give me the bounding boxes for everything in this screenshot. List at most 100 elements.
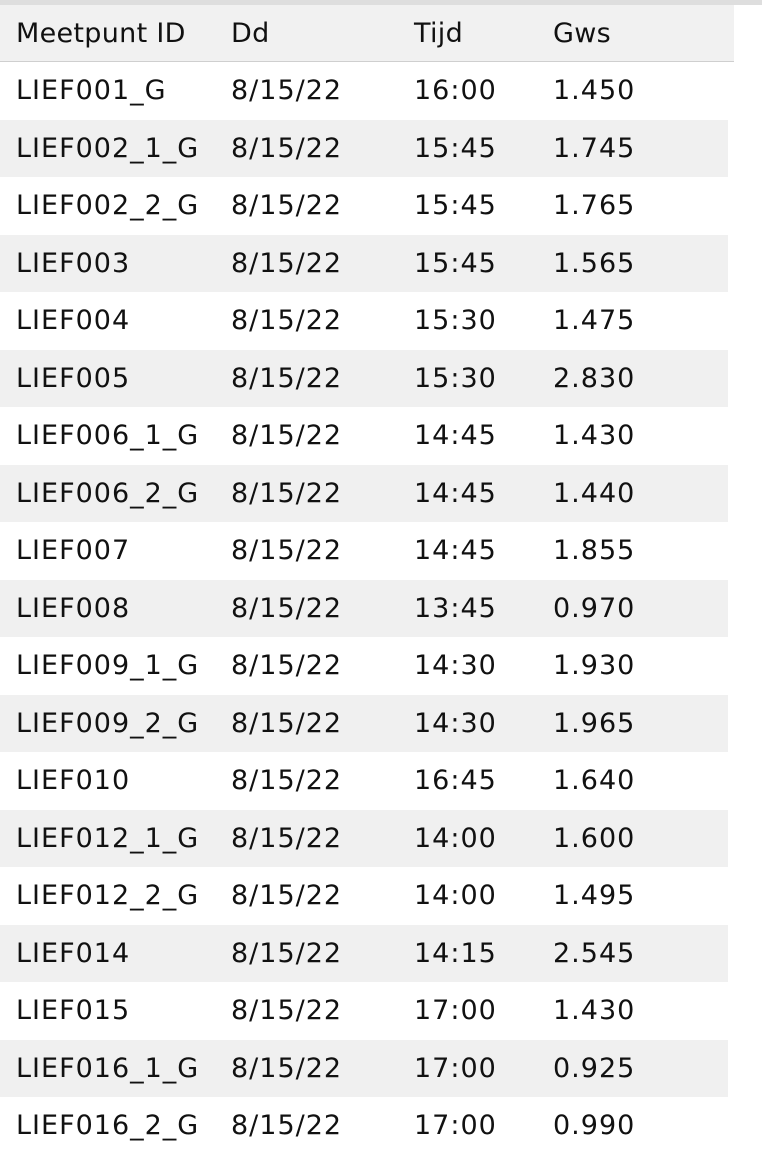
cell-meetpunt-id[interactable]: LIEF006_2_G: [16, 477, 200, 509]
table-row[interactable]: LIEF008 8/15/22 13:45 0.970: [0, 579, 728, 637]
cell-tijd[interactable]: 14:00: [414, 880, 497, 912]
cell-meetpunt-id[interactable]: LIEF009_2_G: [16, 707, 200, 739]
cell-tijd[interactable]: 17:00: [414, 1052, 497, 1084]
cell-dd[interactable]: 8/15/22: [231, 937, 343, 969]
cell-gws[interactable]: 1.565: [553, 247, 636, 279]
cell-tijd[interactable]: 14:00: [414, 822, 497, 854]
cell-tijd[interactable]: 14:45: [414, 535, 497, 567]
cell-dd[interactable]: 8/15/22: [231, 362, 343, 394]
cell-gws[interactable]: 1.745: [553, 132, 636, 164]
cell-dd[interactable]: 8/15/22: [231, 247, 343, 279]
table-row[interactable]: LIEF003 8/15/22 15:45 1.565: [0, 234, 728, 292]
cell-meetpunt-id[interactable]: LIEF016_1_G: [16, 1052, 200, 1084]
cell-tijd[interactable]: 15:30: [414, 362, 497, 394]
cell-tijd[interactable]: 17:00: [414, 995, 497, 1027]
cell-gws[interactable]: 1.475: [553, 305, 636, 337]
cell-meetpunt-id[interactable]: LIEF008: [16, 592, 131, 624]
cell-gws[interactable]: 1.765: [553, 190, 636, 222]
table-row[interactable]: LIEF009_1_G 8/15/22 14:30 1.930: [0, 637, 728, 695]
cell-tijd[interactable]: 14:45: [414, 477, 497, 509]
cell-tijd[interactable]: 15:30: [414, 305, 497, 337]
cell-dd[interactable]: 8/15/22: [231, 1110, 343, 1142]
table-row[interactable]: LIEF010 8/15/22 16:45 1.640: [0, 752, 728, 810]
table-row[interactable]: LIEF016_2_G 8/15/22 17:00 0.990: [0, 1097, 728, 1155]
cell-gws[interactable]: 0.990: [553, 1110, 636, 1142]
table-row[interactable]: LIEF005 8/15/22 15:30 2.830: [0, 349, 728, 407]
cell-meetpunt-id[interactable]: LIEF005: [16, 362, 131, 394]
cell-dd[interactable]: 8/15/22: [231, 1052, 343, 1084]
table-header: Meetpunt ID Dd Tijd Gws: [0, 5, 734, 62]
cell-tijd[interactable]: 17:00: [414, 1110, 497, 1142]
cell-dd[interactable]: 8/15/22: [231, 477, 343, 509]
cell-gws[interactable]: 0.925: [553, 1052, 636, 1084]
cell-gws[interactable]: 1.430: [553, 995, 636, 1027]
table-row[interactable]: LIEF016_1_G 8/15/22 17:00 0.925: [0, 1039, 728, 1097]
cell-dd[interactable]: 8/15/22: [231, 880, 343, 912]
table-row[interactable]: LIEF009_2_G 8/15/22 14:30 1.965: [0, 694, 728, 752]
column-header-tijd[interactable]: Tijd: [414, 17, 464, 49]
cell-gws[interactable]: 2.545: [553, 937, 636, 969]
cell-gws[interactable]: 1.495: [553, 880, 636, 912]
cell-meetpunt-id[interactable]: LIEF012_1_G: [16, 822, 200, 854]
cell-meetpunt-id[interactable]: LIEF009_1_G: [16, 650, 200, 682]
cell-meetpunt-id[interactable]: LIEF001_G: [16, 75, 167, 107]
cell-meetpunt-id[interactable]: LIEF010: [16, 765, 131, 797]
cell-meetpunt-id[interactable]: LIEF002_2_G: [16, 190, 200, 222]
cell-gws[interactable]: 1.855: [553, 535, 636, 567]
cell-dd[interactable]: 8/15/22: [231, 822, 343, 854]
cell-dd[interactable]: 8/15/22: [231, 650, 343, 682]
cell-meetpunt-id[interactable]: LIEF002_1_G: [16, 132, 200, 164]
cell-tijd[interactable]: 14:15: [414, 937, 497, 969]
cell-dd[interactable]: 8/15/22: [231, 707, 343, 739]
cell-meetpunt-id[interactable]: LIEF007: [16, 535, 131, 567]
cell-gws[interactable]: 1.430: [553, 420, 636, 452]
cell-dd[interactable]: 8/15/22: [231, 995, 343, 1027]
cell-dd[interactable]: 8/15/22: [231, 305, 343, 337]
cell-gws[interactable]: 2.830: [553, 362, 636, 394]
cell-tijd[interactable]: 14:45: [414, 420, 497, 452]
table-row[interactable]: LIEF014 8/15/22 14:15 2.545: [0, 924, 728, 982]
table-row[interactable]: LIEF001_G 8/15/22 16:00 1.450: [0, 62, 728, 120]
cell-tijd[interactable]: 14:30: [414, 650, 497, 682]
table-row[interactable]: LIEF015 8/15/22 17:00 1.430: [0, 982, 728, 1040]
cell-dd[interactable]: 8/15/22: [231, 75, 343, 107]
table-row[interactable]: LIEF012_1_G 8/15/22 14:00 1.600: [0, 809, 728, 867]
cell-tijd[interactable]: 15:45: [414, 247, 497, 279]
cell-dd[interactable]: 8/15/22: [231, 765, 343, 797]
cell-meetpunt-id[interactable]: LIEF016_2_G: [16, 1110, 200, 1142]
cell-dd[interactable]: 8/15/22: [231, 535, 343, 567]
cell-tijd[interactable]: 16:45: [414, 765, 497, 797]
cell-dd[interactable]: 8/15/22: [231, 132, 343, 164]
table-row[interactable]: LIEF002_1_G 8/15/22 15:45 1.745: [0, 119, 728, 177]
cell-meetpunt-id[interactable]: LIEF015: [16, 995, 131, 1027]
column-header-dd[interactable]: Dd: [231, 17, 270, 49]
table-row[interactable]: LIEF007 8/15/22 14:45 1.855: [0, 522, 728, 580]
cell-gws[interactable]: 1.640: [553, 765, 636, 797]
cell-gws[interactable]: 1.440: [553, 477, 636, 509]
cell-dd[interactable]: 8/15/22: [231, 592, 343, 624]
cell-meetpunt-id[interactable]: LIEF012_2_G: [16, 880, 200, 912]
cell-meetpunt-id[interactable]: LIEF014: [16, 937, 131, 969]
column-header-meetpunt-id[interactable]: Meetpunt ID: [16, 17, 186, 49]
table-row[interactable]: LIEF006_1_G 8/15/22 14:45 1.430: [0, 407, 728, 465]
cell-dd[interactable]: 8/15/22: [231, 190, 343, 222]
cell-tijd[interactable]: 14:30: [414, 707, 497, 739]
cell-tijd[interactable]: 13:45: [414, 592, 497, 624]
cell-dd[interactable]: 8/15/22: [231, 420, 343, 452]
cell-tijd[interactable]: 15:45: [414, 132, 497, 164]
cell-gws[interactable]: 0.970: [553, 592, 636, 624]
table-row[interactable]: LIEF012_2_G 8/15/22 14:00 1.495: [0, 867, 728, 925]
cell-tijd[interactable]: 16:00: [414, 75, 497, 107]
table-row[interactable]: LIEF002_2_G 8/15/22 15:45 1.765: [0, 177, 728, 235]
table-row[interactable]: LIEF006_2_G 8/15/22 14:45 1.440: [0, 464, 728, 522]
cell-meetpunt-id[interactable]: LIEF004: [16, 305, 131, 337]
cell-gws[interactable]: 1.930: [553, 650, 636, 682]
cell-gws[interactable]: 1.600: [553, 822, 636, 854]
cell-gws[interactable]: 1.965: [553, 707, 636, 739]
cell-tijd[interactable]: 15:45: [414, 190, 497, 222]
column-header-gws[interactable]: Gws: [553, 17, 611, 49]
cell-gws[interactable]: 1.450: [553, 75, 636, 107]
cell-meetpunt-id[interactable]: LIEF006_1_G: [16, 420, 200, 452]
table-row[interactable]: LIEF004 8/15/22 15:30 1.475: [0, 292, 728, 350]
cell-meetpunt-id[interactable]: LIEF003: [16, 247, 131, 279]
